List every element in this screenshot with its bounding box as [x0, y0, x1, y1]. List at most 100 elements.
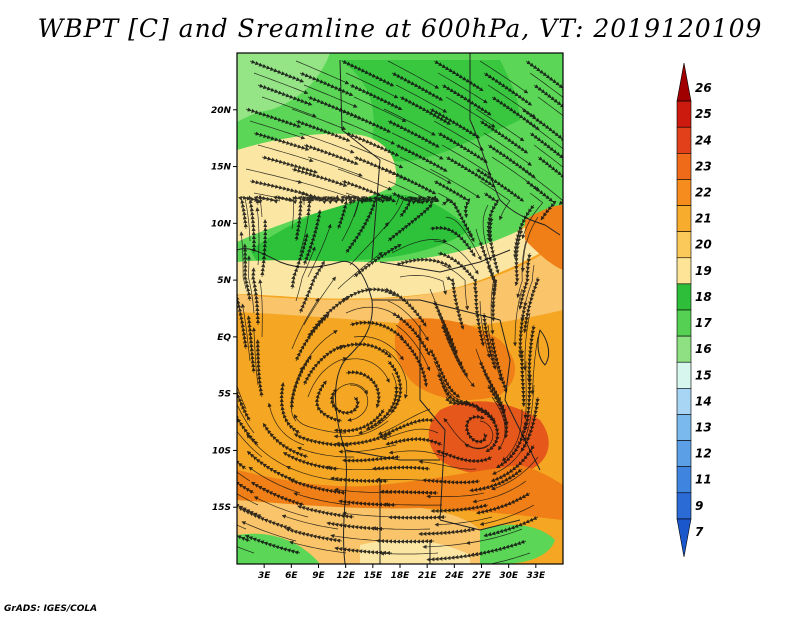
lon-tick-label: 21E: [418, 571, 438, 581]
streamline: [237, 516, 251, 543]
streamline: [436, 449, 493, 464]
streamline: [244, 534, 301, 555]
streamline: [341, 287, 397, 302]
streamline: [488, 552, 531, 564]
streamline: [385, 437, 443, 447]
lon-tick-label: 9E: [312, 571, 325, 581]
streamline: [250, 481, 305, 507]
lon-tick-label: 24E: [445, 571, 465, 581]
colorbar-label: 9: [695, 499, 703, 513]
lat-tick-label: 15N: [211, 163, 232, 173]
streamline: [443, 417, 489, 449]
streamline: [483, 515, 539, 538]
streamline: [257, 83, 313, 106]
streamline: [251, 267, 261, 326]
streamline: [418, 459, 477, 470]
streamline: [237, 397, 259, 446]
colorbar-label: 25: [695, 107, 712, 121]
streamline: [336, 195, 369, 230]
colorbar-segment: [676, 518, 692, 558]
streamline: [342, 455, 401, 463]
streamline: [475, 492, 531, 515]
grads-credit: GrADS: IGES/COLA: [4, 604, 98, 614]
lat-tick-label: 5S: [218, 390, 231, 400]
streamline: [245, 107, 302, 128]
streamline: [260, 219, 268, 278]
lat-tick-label: 10S: [212, 446, 231, 456]
streamline: [353, 336, 404, 361]
colorbar-label: 21: [695, 212, 712, 226]
streamline: [464, 414, 488, 444]
streamline: [519, 348, 526, 408]
lon-axis: 3E 6E 9E 12E 15E 18E 21E 24E 27E 30E 33E: [258, 564, 546, 581]
streamline: [295, 119, 351, 142]
colorbar-segment: [676, 335, 692, 363]
streamline: [238, 507, 293, 531]
colorbar-label: 14: [695, 394, 712, 408]
streamline: [294, 313, 330, 362]
colorbar-label: 19: [695, 264, 712, 278]
colorbar: 26 25 24 23 22 21 20 19 18 17 16 15 14 13 12 11 9 7: [676, 62, 712, 558]
streamline: [242, 243, 252, 302]
lat-tick-label: 5N: [217, 276, 231, 286]
streamline: [469, 468, 523, 493]
colorbar-segment: [676, 440, 692, 467]
streamline: [261, 96, 317, 118]
streamline: [249, 179, 307, 196]
streamline: [258, 279, 263, 338]
lon-tick-label: 27E: [472, 571, 492, 581]
streamline: [537, 156, 563, 194]
lat-tick-label: 10N: [211, 219, 232, 229]
streamline: [249, 59, 305, 83]
chart-title: WBPT [C] and Sreamline at 600hPa, VT: 20…: [37, 14, 763, 43]
streamline: [341, 59, 395, 87]
colorbar-segment: [676, 126, 692, 154]
streamline: [381, 428, 439, 441]
streamline: [349, 83, 403, 111]
streamline: [475, 168, 525, 202]
streamline: [307, 156, 363, 177]
streamline: [345, 131, 400, 157]
streamline: [526, 324, 536, 383]
lat-tick-label: 20N: [211, 106, 232, 116]
streamline: [441, 84, 492, 116]
lon-tick-label: 6E: [285, 571, 298, 581]
streamline: [372, 465, 431, 471]
streamline: [337, 252, 383, 290]
streamline: [345, 306, 401, 319]
streamline: [314, 380, 343, 423]
colorbar-label: 7: [695, 525, 704, 539]
streamline: [426, 492, 485, 499]
streamline: [486, 264, 498, 322]
streamline: [518, 300, 528, 359]
streamline: [387, 203, 433, 242]
streamline: [353, 244, 402, 278]
streamline: [533, 84, 563, 121]
streamline: [387, 514, 447, 520]
streamline: [237, 459, 255, 494]
colorbar-segment: [676, 388, 692, 415]
streamline: [525, 180, 557, 221]
streamline: [399, 275, 448, 296]
colorbar-label: 12: [695, 447, 712, 461]
colorbar-segment: [676, 62, 692, 102]
colorbar-label: 17: [695, 316, 712, 330]
colorbar-segment: [676, 309, 692, 337]
colorbar-segment: [676, 414, 692, 441]
streamline: [246, 450, 297, 483]
streamline: [349, 320, 404, 339]
streamline: [395, 257, 452, 268]
streamline: [530, 336, 539, 395]
streamline: [375, 538, 435, 544]
streamline: [437, 251, 478, 292]
streamline: [255, 339, 264, 398]
streamline: [429, 225, 476, 258]
streamline: [387, 119, 440, 148]
streamline: [297, 504, 355, 519]
colorbar-label: 18: [695, 290, 712, 304]
streamline: [422, 478, 481, 485]
colorbar-segment: [676, 100, 692, 128]
streamline: [399, 336, 428, 388]
lat-tick-label: EQ: [217, 333, 231, 343]
streamline: [285, 527, 343, 543]
